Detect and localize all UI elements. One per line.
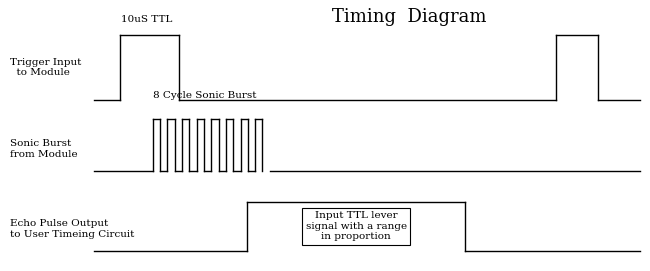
Text: 10uS TTL: 10uS TTL — [120, 15, 172, 24]
Text: Input TTL lever
signal with a range
in proportion: Input TTL lever signal with a range in p… — [306, 211, 407, 241]
Text: Echo Pulse Output
to User Timeing Circuit: Echo Pulse Output to User Timeing Circui… — [10, 219, 134, 239]
Text: 8 Cycle Sonic Burst: 8 Cycle Sonic Burst — [153, 91, 257, 100]
Text: Trigger Input
  to Module: Trigger Input to Module — [10, 58, 81, 78]
Text: Timing  Diagram: Timing Diagram — [332, 8, 487, 26]
Text: Sonic Burst
from Module: Sonic Burst from Module — [10, 139, 77, 159]
